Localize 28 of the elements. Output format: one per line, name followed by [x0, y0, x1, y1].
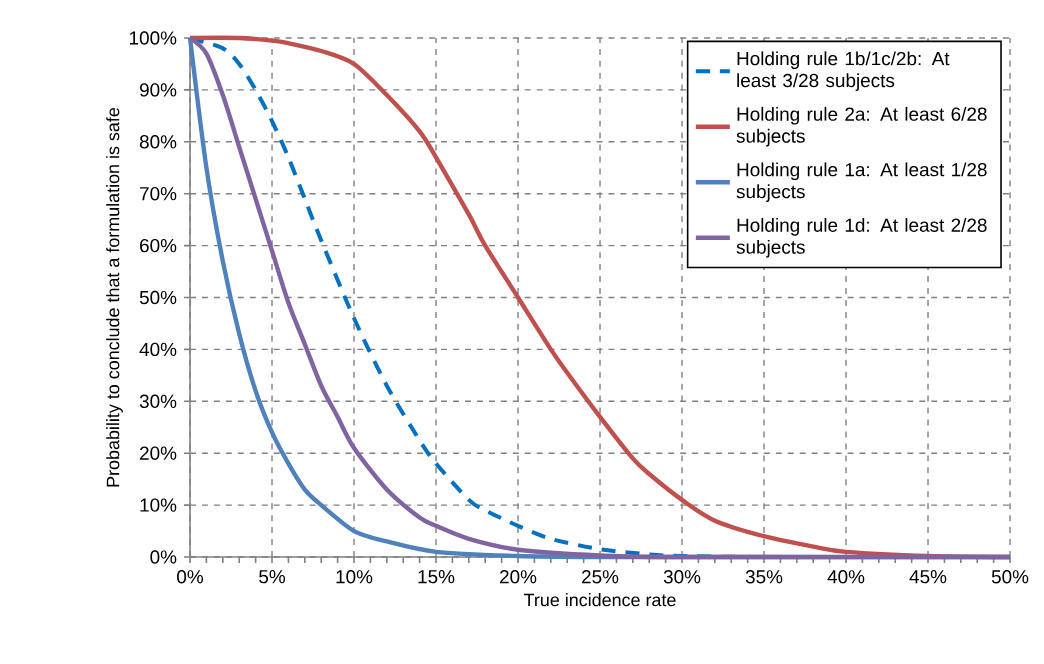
y-tick-label: 20% — [140, 446, 177, 460]
y-tick-label: 0% — [150, 550, 177, 564]
x-tick-label: 50% — [991, 570, 1029, 584]
legend-label: Holding rule 1a: At least 1/28 subjects — [736, 162, 987, 203]
y-axis-title: Probability to conclude that a formulation is safe — [106, 107, 123, 487]
legend-label: Holding rule 1b/1c/2b: At least 3/28 subjects — [737, 51, 950, 91]
y-tick-label: 30% — [139, 394, 177, 408]
x-tick-label: 15% — [418, 570, 455, 584]
x-tick-label: 20% — [500, 570, 537, 584]
y-tick-label: 60% — [140, 238, 177, 253]
x-axis-title: True incidence rate — [524, 593, 676, 607]
y-tick-label: 100% — [130, 31, 177, 45]
x-tick-label: 45% — [909, 570, 947, 584]
y-tick-label: 10% — [140, 498, 177, 512]
x-tick-label: 0% — [177, 570, 204, 584]
x-tick-label: 5% — [259, 570, 286, 584]
legend-label: Holding rule 2a: At least 6/28 subjects — [736, 106, 987, 147]
x-tick-label: 30% — [663, 570, 701, 584]
y-tick-label: 80% — [139, 135, 177, 149]
x-tick-label: 40% — [827, 570, 865, 584]
y-tick-label: 90% — [139, 83, 177, 97]
y-tick-label: 50% — [139, 290, 177, 305]
x-tick-label: 10% — [336, 570, 373, 584]
x-tick-label: 25% — [582, 570, 619, 584]
legend-label: Holding rule 1d: At least 2/28 subjects — [736, 217, 987, 258]
y-tick-label: 70% — [140, 186, 177, 201]
x-tick-label: 35% — [745, 570, 783, 584]
y-tick-label: 40% — [139, 342, 177, 357]
